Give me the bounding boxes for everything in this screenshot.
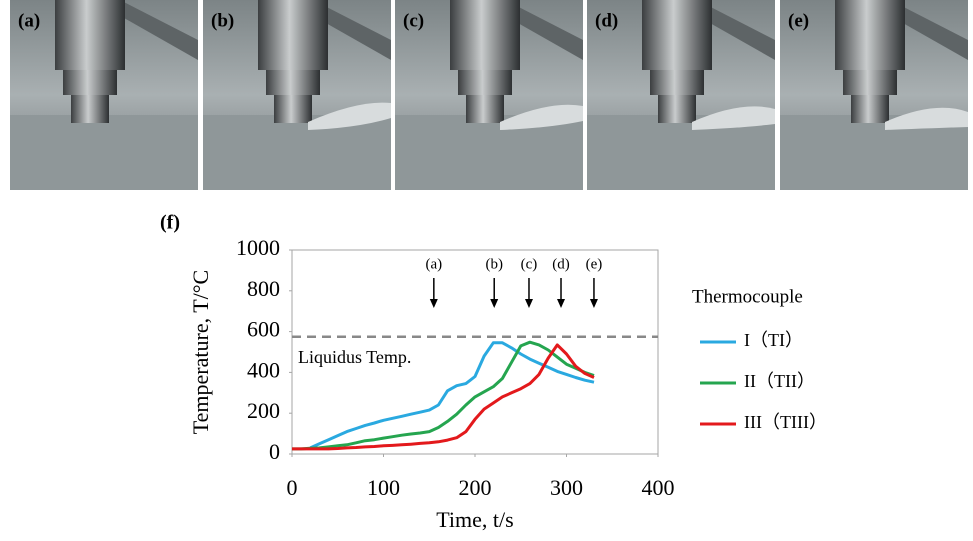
tool-shoulder <box>843 70 897 95</box>
y-tick-label: 1000 <box>236 235 280 260</box>
tool-tip <box>658 95 696 123</box>
tool-shoulder <box>266 70 320 95</box>
liquidus-label: Liquidus Temp. <box>298 347 411 367</box>
legend-label: II（TII） <box>744 371 815 391</box>
y-tick-label: 800 <box>247 276 280 301</box>
arrow-label: (c) <box>521 256 538 272</box>
series-line <box>309 341 595 450</box>
tool-tip <box>274 95 312 123</box>
y-axis-title: Temperature, T/°C <box>188 270 213 434</box>
arrow-label: (d) <box>552 256 570 272</box>
arrow-head <box>524 299 533 308</box>
tool-shoulder <box>63 70 117 95</box>
tool-body <box>258 0 328 70</box>
photo-label: (c) <box>403 10 424 31</box>
tool-body <box>55 0 125 70</box>
arrow-head <box>490 299 499 308</box>
tool-body <box>450 0 520 70</box>
rail <box>110 0 198 60</box>
arrow-label: (b) <box>485 256 503 272</box>
x-tick-label: 400 <box>642 475 675 500</box>
photo-row: (a) (b) (c) (d) (e) <box>10 0 968 190</box>
y-tick-label: 0 <box>269 439 280 464</box>
plate <box>10 115 198 190</box>
arrow-label: (a) <box>425 256 442 272</box>
y-tick-label: 200 <box>247 398 280 423</box>
y-tick-label: 600 <box>247 317 280 342</box>
x-tick-label: 100 <box>367 475 400 500</box>
photo-panel: (c) <box>395 0 583 190</box>
photo-label: (d) <box>595 10 618 31</box>
tool-body <box>642 0 712 70</box>
arrow-label: (e) <box>586 256 603 272</box>
plate <box>587 115 775 190</box>
tool-shoulder <box>458 70 512 95</box>
photo-label: (b) <box>211 10 234 31</box>
photo-label: (a) <box>18 10 40 31</box>
arrow-head <box>589 299 598 308</box>
tool-tip <box>71 95 109 123</box>
x-tick-label: 300 <box>550 475 583 500</box>
photo-panel: (b) <box>203 0 391 190</box>
weld-deposit <box>500 104 583 130</box>
weld-deposit <box>308 102 391 130</box>
legend-label: I（TI） <box>744 330 803 350</box>
legend-label: III（TIII） <box>744 412 827 432</box>
photo-panel: (d) <box>587 0 775 190</box>
arrow-head <box>429 299 438 308</box>
photo-label: (e) <box>788 10 809 31</box>
x-tick-label: 200 <box>459 475 492 500</box>
chart: (f) Time, t/s Temperature, T/°C Thermoco… <box>160 212 827 532</box>
photo-panel: (a) <box>10 0 198 190</box>
legend-title: Thermocouple <box>692 286 803 307</box>
series-line <box>292 340 595 451</box>
tool-shoulder <box>650 70 704 95</box>
plate <box>203 115 391 190</box>
series-line <box>292 343 595 451</box>
tool-tip <box>466 95 504 123</box>
weld-deposit <box>692 106 775 130</box>
x-axis-title: Time, t/s <box>436 507 513 532</box>
tool-tip <box>851 95 889 123</box>
panel-label: (f) <box>160 212 180 234</box>
arrow-head <box>557 299 566 308</box>
x-tick-label: 0 <box>287 475 298 500</box>
tool-body <box>835 0 905 70</box>
y-tick-label: 400 <box>247 357 280 382</box>
weld-deposit <box>885 107 968 130</box>
photo-panel: (e) <box>780 0 968 190</box>
plate <box>395 115 583 190</box>
